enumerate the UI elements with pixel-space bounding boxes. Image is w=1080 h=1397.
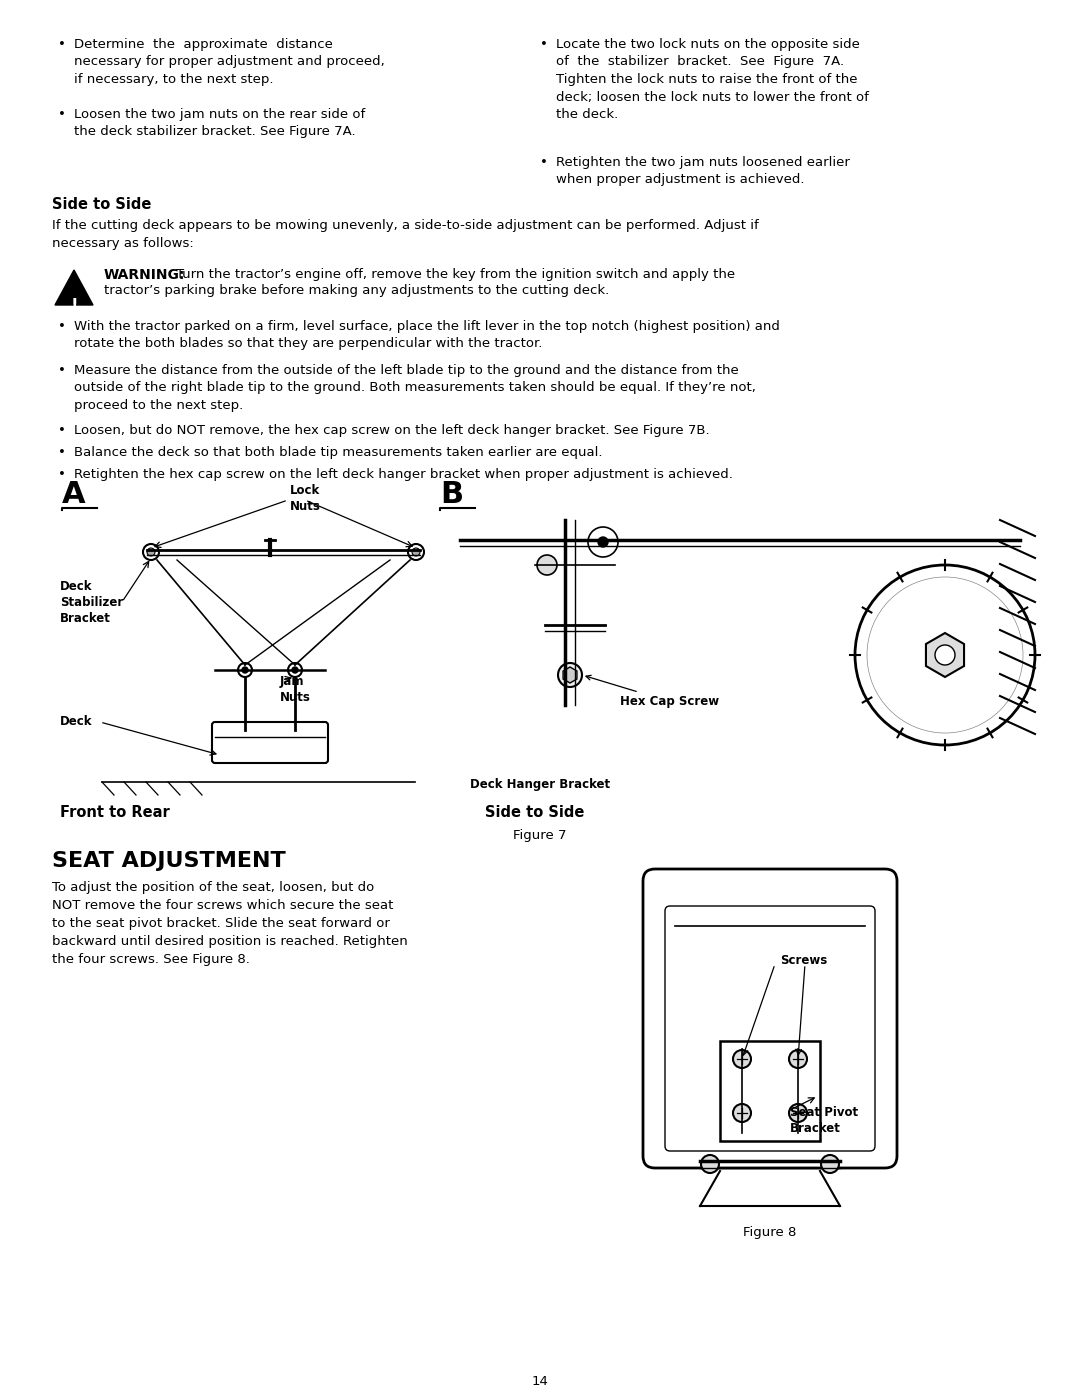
- Text: •: •: [540, 38, 548, 52]
- Text: Jam
Nuts: Jam Nuts: [280, 675, 311, 704]
- Text: Screws: Screws: [780, 954, 827, 967]
- Text: Front to Rear: Front to Rear: [60, 805, 170, 820]
- Bar: [720, 1041, 820, 1141]
- Text: !: !: [70, 298, 78, 314]
- Circle shape: [147, 548, 156, 556]
- Text: tractor’s parking brake before making any adjustments to the cutting deck.: tractor’s parking brake before making an…: [104, 284, 609, 298]
- Text: •: •: [58, 38, 66, 52]
- Text: Loosen the two jam nuts on the rear side of
the deck stabilizer bracket. See Fig: Loosen the two jam nuts on the rear side…: [75, 108, 365, 138]
- Text: If the cutting deck appears to be mowing unevenly, a side-to-side adjustment can: If the cutting deck appears to be mowing…: [52, 219, 759, 250]
- Text: Seat Pivot
Bracket: Seat Pivot Bracket: [789, 1106, 859, 1134]
- Text: Side to Side: Side to Side: [52, 197, 151, 212]
- Circle shape: [789, 1051, 807, 1067]
- Circle shape: [821, 1155, 839, 1173]
- Circle shape: [598, 536, 608, 548]
- Circle shape: [789, 1104, 807, 1122]
- Text: To adjust the position of the seat, loosen, but do
NOT remove the four screws wh: To adjust the position of the seat, loos…: [52, 882, 408, 965]
- Text: 14: 14: [531, 1375, 549, 1389]
- Text: Lock
Nuts: Lock Nuts: [291, 483, 321, 513]
- Text: Measure the distance from the outside of the left blade tip to the ground and th: Measure the distance from the outside of…: [75, 365, 756, 412]
- Circle shape: [537, 555, 557, 576]
- Circle shape: [242, 666, 248, 673]
- Circle shape: [733, 1051, 751, 1067]
- Text: Retighten the hex cap screw on the left deck hanger bracket when proper adjustme: Retighten the hex cap screw on the left …: [75, 468, 733, 481]
- Text: Determine  the  approximate  distance
necessary for proper adjustment and procee: Determine the approximate distance neces…: [75, 38, 384, 87]
- Text: Deck: Deck: [60, 715, 93, 728]
- Text: With the tractor parked on a firm, level surface, place the lift lever in the to: With the tractor parked on a firm, level…: [75, 320, 780, 351]
- Text: •: •: [58, 108, 66, 122]
- Text: Loosen, but do NOT remove, the hex cap screw on the left deck hanger bracket. Se: Loosen, but do NOT remove, the hex cap s…: [75, 425, 710, 437]
- Text: •: •: [58, 365, 66, 377]
- Text: SEAT ADJUSTMENT: SEAT ADJUSTMENT: [52, 851, 286, 870]
- Text: B: B: [440, 481, 463, 509]
- Text: Figure 7: Figure 7: [513, 828, 567, 842]
- Text: WARNING:: WARNING:: [104, 268, 186, 282]
- Text: Deck Hanger Bracket: Deck Hanger Bracket: [470, 778, 610, 791]
- Text: Deck
Stabilizer
Bracket: Deck Stabilizer Bracket: [60, 580, 123, 624]
- Circle shape: [292, 666, 298, 673]
- Text: •: •: [540, 156, 548, 169]
- Polygon shape: [55, 270, 93, 305]
- Text: A: A: [62, 481, 85, 509]
- Text: •: •: [58, 446, 66, 460]
- Text: •: •: [58, 320, 66, 332]
- Circle shape: [701, 1155, 719, 1173]
- Circle shape: [558, 664, 582, 687]
- Text: Hex Cap Screw: Hex Cap Screw: [586, 675, 719, 708]
- Text: Locate the two lock nuts on the opposite side
of  the  stabilizer  bracket.  See: Locate the two lock nuts on the opposite…: [556, 38, 869, 122]
- Circle shape: [733, 1104, 751, 1122]
- Text: Figure 8: Figure 8: [743, 1227, 797, 1239]
- Text: •: •: [58, 425, 66, 437]
- Text: Balance the deck so that both blade tip measurements taken earlier are equal.: Balance the deck so that both blade tip …: [75, 446, 603, 460]
- Text: Retighten the two jam nuts loosened earlier
when proper adjustment is achieved.: Retighten the two jam nuts loosened earl…: [556, 156, 850, 187]
- Text: Turn the tractor’s engine off, remove the key from the ignition switch and apply: Turn the tractor’s engine off, remove th…: [176, 268, 735, 281]
- Text: Side to Side: Side to Side: [485, 805, 584, 820]
- Circle shape: [411, 548, 420, 556]
- Circle shape: [935, 645, 955, 665]
- Text: •: •: [58, 468, 66, 481]
